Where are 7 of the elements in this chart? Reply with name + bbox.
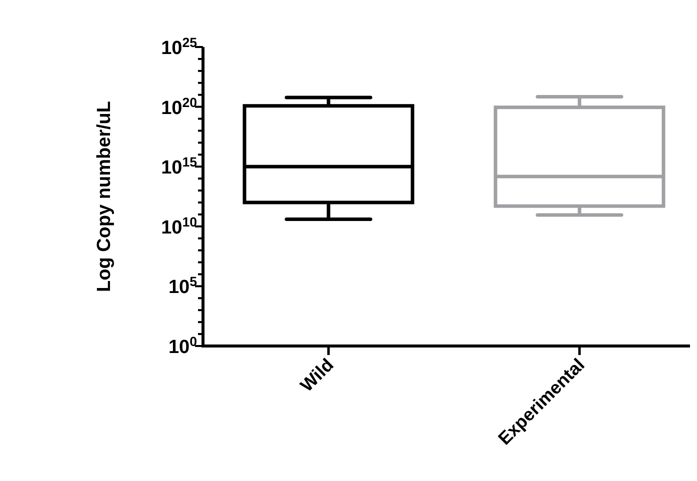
- y-tick-label: 10$^{20}$: [161, 94, 197, 119]
- y-axis-title: Log Copy number/uL: [94, 100, 115, 292]
- y-tick-label: 10$^{5}$: [168, 274, 198, 298]
- y-tick-label: 10$^{0}$: [168, 334, 197, 358]
- y-tick-label: 10$^{15}$: [161, 154, 198, 179]
- y-tick-label: 10$^{25}$: [161, 34, 198, 59]
- y-tick-label: 10$^{10}$: [161, 214, 197, 238]
